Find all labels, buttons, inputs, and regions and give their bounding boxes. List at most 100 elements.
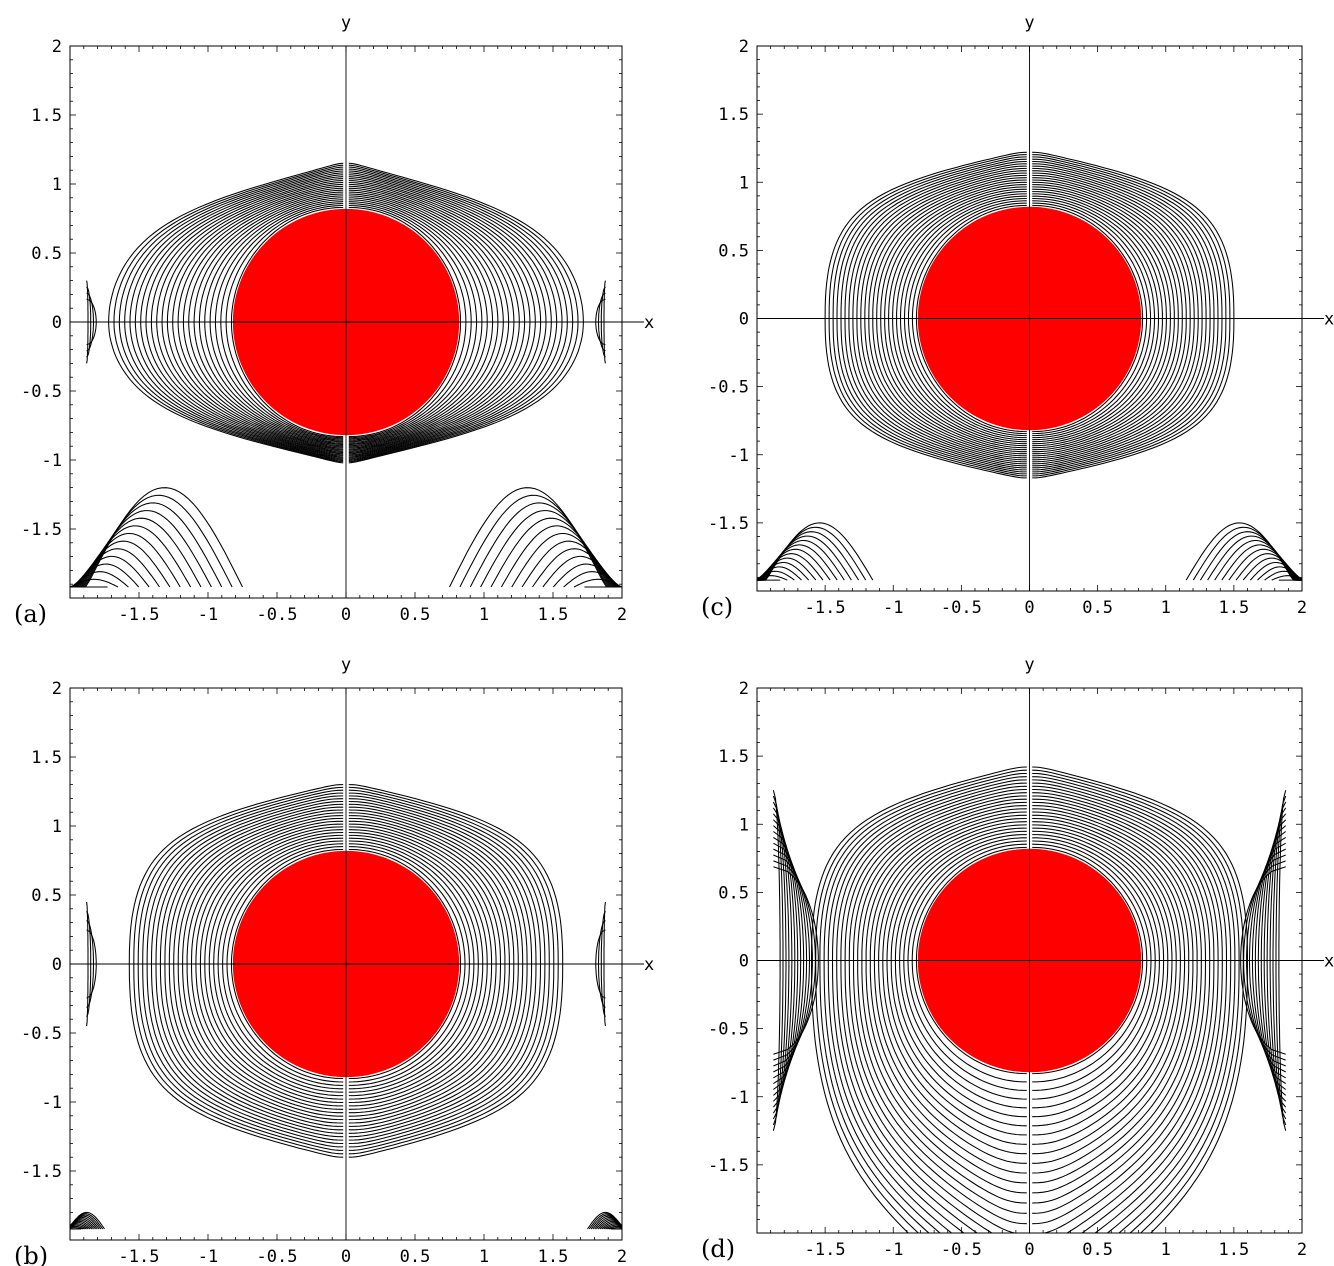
panel-a: -1.5 -1 -0.5 0 0.5 1 1.5 2 2 1.5 1 0.5 0 -0.5 -1 -1.5 y x… [14,13,654,628]
right-corner-contour [607,1225,622,1230]
left-corner-contour [70,487,243,588]
right-corner-contour [594,1216,622,1230]
y-tick-label: -1 [42,1093,62,1113]
x-tick-label: 0.5 [1082,1240,1113,1260]
x-tick-label: 0 [341,1247,351,1266]
right-corner-contour [1185,522,1302,581]
right-corner-contour [469,502,622,588]
y-tick-label: -1 [729,446,749,466]
right-corner-contour [588,1213,622,1230]
left-corner-contour [70,540,171,588]
left-corner-contour [70,1218,96,1230]
y-tick-label: 2 [739,37,749,57]
left-corner-contour [757,544,838,581]
x-tick-label: 0 [341,605,351,625]
left-corner-contour [70,548,160,588]
right-corner-contour [608,1227,622,1230]
x-tick-label: -1.5 [805,1240,846,1260]
x-tick-label: -1 [198,1247,218,1266]
y-axis-label: y [1024,655,1034,675]
x-tick-label: -1.5 [119,1247,160,1266]
left-corner-contour [70,1214,102,1230]
y-tick-label: -1.5 [708,1156,749,1176]
panel-label: (b) [14,1242,48,1266]
panel-c: -1.5 -1 -0.5 0 0.5 1 1.5 2 2 1.5 1 0.5 0 -0.5 -1 -1.5 y x… [701,13,1334,621]
left-corner-contour [70,1222,91,1230]
x-tick-label: -1 [198,605,218,625]
right-corner-contour [587,1211,622,1230]
y-tick-label: -0.5 [21,1024,62,1044]
x-tick-label: -1 [883,1240,903,1260]
left-corner-contour [757,531,860,581]
panel-label: (c) [701,593,733,621]
left-corner-contour [757,522,874,581]
left-corner-contour [70,1224,87,1230]
y-axis-label: y [1024,13,1034,33]
y-tick-label: 0 [739,310,749,330]
right-corner-contour [1207,535,1302,581]
right-corner-contour [552,563,622,588]
x-tick-label: 2 [617,1247,627,1266]
y-tick-label: -1.5 [21,520,62,540]
left-corner-contour [70,1220,93,1230]
x-tick-label: -0.5 [941,1240,982,1260]
y-tick-label: 0 [52,955,62,975]
right-corner-contour [590,1214,622,1230]
right-corner-contour [1271,575,1302,581]
right-corner-contour [601,1222,622,1230]
x-tick-label: 1 [1161,1240,1171,1260]
left-corner-contour [70,1211,105,1230]
y-tick-label: 2 [52,37,62,57]
left-corner-contour [70,1215,100,1230]
y-tick-label: 1.5 [718,747,749,767]
left-corner-contour [70,510,212,588]
y-tick-label: -1 [729,1088,749,1108]
right-corner-contour [1192,526,1302,581]
left-corner-contour [70,517,202,588]
left-corner-contour [70,532,181,588]
left-corner-contour [757,575,788,581]
x-axis-label: x [1324,952,1334,972]
left-corner-contour [70,1216,98,1230]
right-corner-contour [490,517,622,588]
left-corner-contour [70,555,150,588]
x-tick-label: -1.5 [119,605,160,625]
y-tick-label: 0.5 [31,886,62,906]
panel-label: (d) [701,1235,735,1263]
x-tick-label: -1.5 [805,598,846,618]
panel-label: (a) [14,600,47,628]
right-corner-contour [542,555,622,588]
y-tick-label: 1 [739,815,749,835]
left-corner-contour [70,1213,104,1230]
y-tick-label: -0.5 [708,1020,749,1040]
x-tick-label: 2 [1297,1240,1307,1260]
x-tick-label: 1 [479,605,489,625]
x-tick-label: 0 [1024,598,1034,618]
y-tick-label: 1 [52,175,62,195]
left-corner-contour [70,563,140,588]
right-corner-contour [532,548,622,588]
right-corner-contour [480,510,622,588]
left-corner-contour [70,494,233,588]
right-corner-contour [459,494,622,588]
x-tick-label: -0.5 [257,605,298,625]
x-tick-label: 0.5 [1082,598,1113,618]
right-corner-contour [1199,531,1302,581]
left-corner-contour [70,1223,89,1230]
left-corner-contour [757,548,831,581]
right-corner-contour [597,1219,622,1230]
left-corner-contour [757,526,867,581]
right-corner-contour [599,1220,622,1230]
x-axis-label: x [644,313,654,333]
right-corner-contour [500,525,622,588]
y-tick-label: 2 [52,679,62,699]
x-tick-label: 1.5 [538,1247,569,1266]
right-corner-contour [596,1218,622,1230]
y-tick-label: 1 [739,173,749,193]
y-tick-label: -0.5 [21,382,62,402]
right-corner-contour [605,1224,622,1230]
y-tick-label: 1.5 [31,106,62,126]
y-tick-label: 1.5 [718,105,749,125]
x-axis-label: x [1324,310,1334,330]
